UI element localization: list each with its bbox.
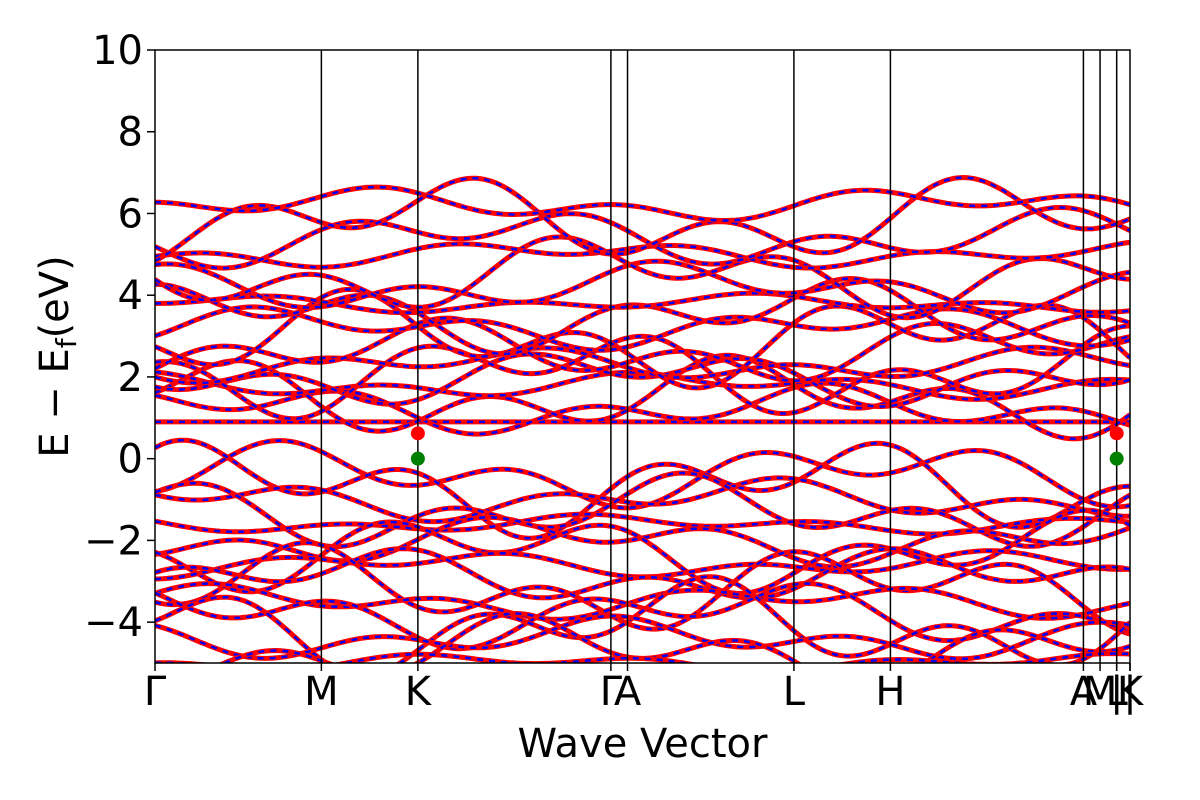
cbm-marker [410,426,425,441]
band-line-wannier [155,185,1130,222]
x-tick-label: Γ [600,669,623,715]
y-tick-label: −2 [84,518,143,564]
band-line-dft [155,437,1130,541]
x-tick-label: H [875,669,905,715]
x-tick-label: A [614,669,642,715]
band-line-wannier [155,582,1130,650]
y-tick-label: 2 [118,355,143,401]
band-line-wannier [155,575,1130,663]
x-tick-label: L [783,669,806,715]
band-line-wannier [155,516,1130,569]
band-line-dft [155,540,1130,637]
x-tick-label: K [405,669,433,715]
vbm-marker [1109,451,1124,466]
band-line-wannier [155,352,1130,408]
y-axis-title-unit: (eV) [32,255,78,338]
band-line-wannier [155,547,1130,600]
x-tick-label: M [304,669,339,715]
band-line-wannier [155,305,1130,352]
x-tick-label: | [1123,669,1136,715]
band-line-wannier [155,316,1130,382]
band-line-wannier [155,259,1130,315]
band-line-wannier [155,476,1130,523]
band-line-dft [155,650,1130,663]
x-axis-title: Wave Vector [518,721,769,767]
x-tick-label: K [1117,669,1145,715]
y-axis-title-subscript: f [50,337,83,348]
band-line-wannier [155,381,1130,436]
x-tick-label: M [1083,669,1118,715]
band-line-wannier [155,582,1130,621]
y-axis-title-main: E − E [32,348,78,458]
band-line-dft [155,323,1130,422]
x-tick-label: A [1070,669,1098,715]
band-line-wannier [155,354,1130,441]
band-line-dft [155,581,1130,652]
band-line-wannier [155,235,1130,319]
y-tick-label: 10 [92,28,143,74]
band-edge-markers [410,426,1124,466]
band-line-dft [155,205,1130,271]
band-line-wannier [155,176,1130,263]
band-line-wannier [155,291,1130,314]
band-line-wannier [155,439,1130,510]
band-line-wannier [155,288,1130,390]
bands-layer [155,174,1130,663]
y-tick-label: 4 [118,273,143,319]
y-tick-label: 6 [118,191,143,237]
plot-frame [154,49,1131,664]
x-axis-ticks: Γ M K ΓA L H AM|L|K [144,663,1145,715]
y-tick-label: 0 [118,437,143,483]
x-tick-label: Γ [144,669,167,715]
y-tick-label: −4 [84,600,143,646]
y-axis-ticks: −4 −2 0 2 4 6 8 10 [84,28,155,646]
y-tick-label: 8 [118,110,143,156]
band-line-wannier [155,346,1130,385]
x-tick-label: L [1106,669,1129,715]
cbm-marker [1109,426,1124,441]
x-tick-label: | [1110,669,1123,715]
kpoint-vertical-lines [320,50,1118,663]
vbm-marker [410,451,425,466]
band-line-wannier [155,614,1130,661]
y-axis-title: E − Ef(eV) [32,255,83,458]
